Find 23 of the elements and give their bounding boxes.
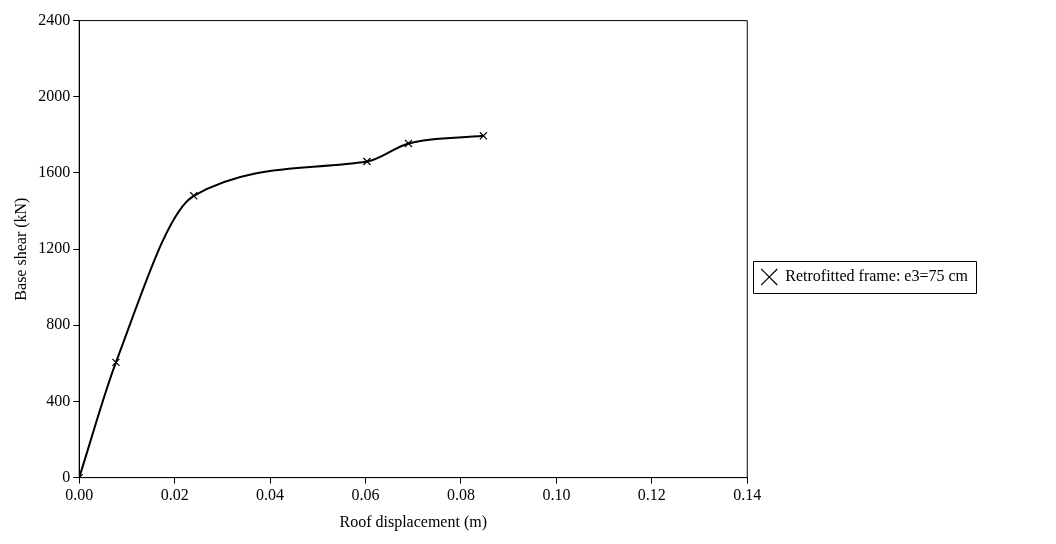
point	[362, 157, 372, 166]
x-tick-label: 0.00	[65, 486, 94, 504]
x-tick-label: 0.06	[351, 486, 380, 504]
x-tick-label: 0.04	[256, 486, 285, 504]
x-tick-label: 0.08	[446, 486, 475, 504]
y-tick-label: 2000	[38, 86, 71, 104]
x-tick-label: 0.02	[160, 486, 189, 504]
y-tick-label: 0	[62, 467, 71, 485]
point	[111, 358, 121, 367]
x-tick-label: 0.10	[542, 486, 571, 504]
x-tick-label: 0.14	[733, 486, 762, 504]
x-tick-label: 0.12	[637, 486, 666, 504]
point	[189, 191, 198, 200]
legend-label: Retrofitted frame: e3=75 cm	[785, 267, 969, 285]
y-tick-label: 2400	[38, 10, 71, 28]
y-tick-label: 400	[46, 391, 71, 409]
y-axis-title: Base shear (kN)	[11, 197, 30, 301]
point	[479, 131, 488, 140]
y-tick-label: 1600	[38, 163, 71, 181]
y-tick-label: 1200	[38, 239, 71, 257]
point	[404, 139, 413, 148]
y-tick-label: 800	[46, 315, 71, 333]
x-axis-title: Roof displacement (m)	[339, 512, 487, 531]
